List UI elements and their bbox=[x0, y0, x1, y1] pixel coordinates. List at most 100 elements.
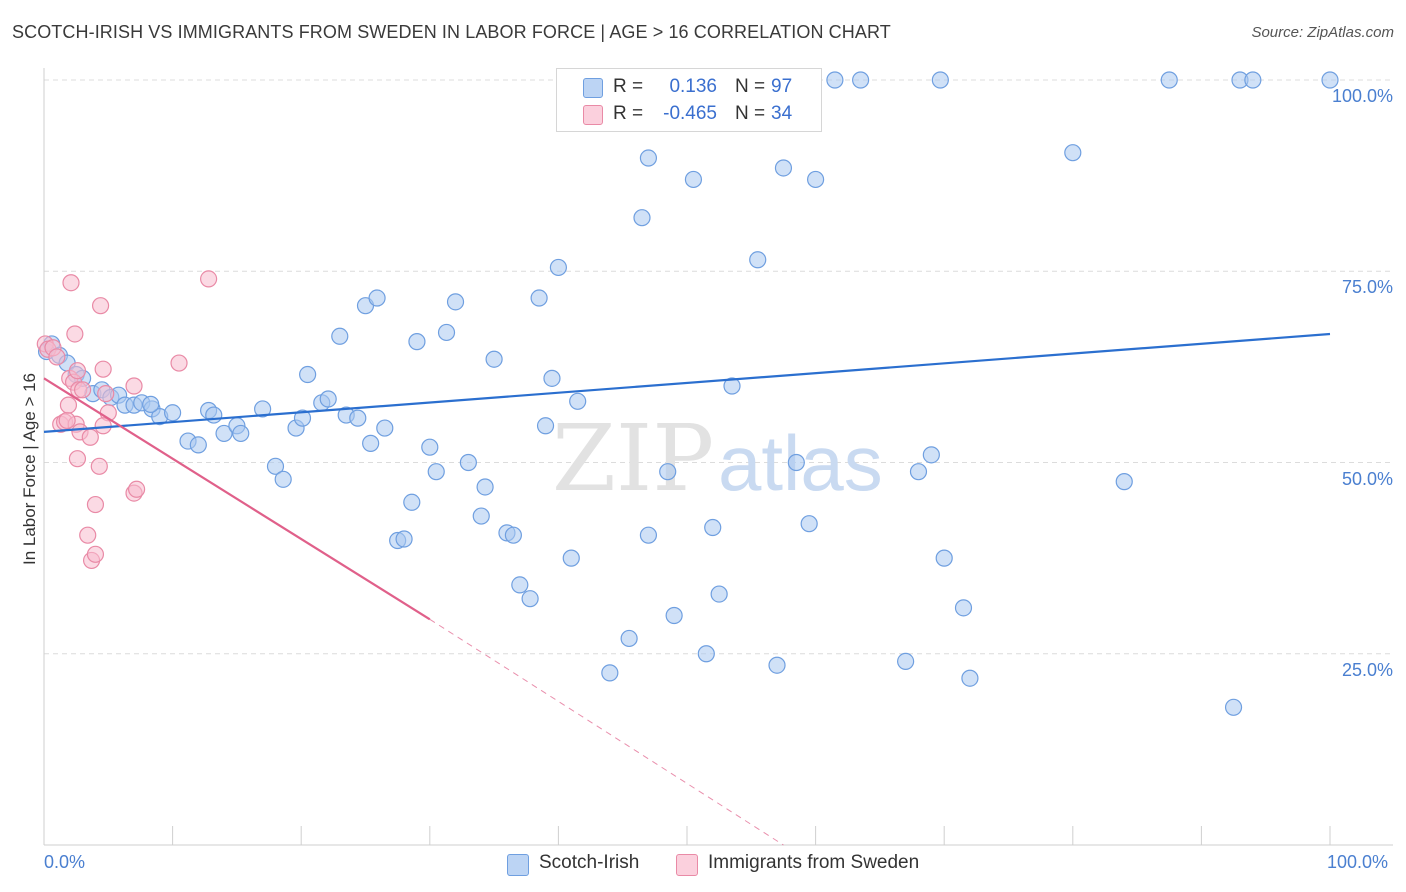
data-point bbox=[639, 526, 658, 544]
data-point bbox=[266, 457, 285, 475]
data-point bbox=[852, 71, 870, 89]
stats-legend-row-scotch-irish: R = 0.136 N = 97 bbox=[557, 73, 821, 101]
data-point bbox=[274, 470, 292, 488]
legend-swatch-pink bbox=[676, 854, 698, 876]
data-point bbox=[86, 545, 105, 563]
watermark-zip: ZIP bbox=[552, 405, 714, 512]
data-point bbox=[73, 381, 92, 399]
data-point bbox=[59, 396, 78, 414]
data-point bbox=[376, 419, 394, 437]
data-point bbox=[476, 478, 494, 496]
data-point bbox=[127, 480, 146, 498]
data-point bbox=[395, 530, 413, 548]
legend-swatch-blue bbox=[583, 78, 603, 98]
data-point bbox=[536, 417, 555, 435]
data-point bbox=[1160, 71, 1178, 89]
data-point bbox=[299, 365, 317, 384]
data-point bbox=[909, 463, 928, 481]
data-point bbox=[897, 652, 915, 671]
data-point bbox=[319, 390, 337, 408]
data-point bbox=[97, 385, 115, 403]
data-point bbox=[543, 369, 561, 387]
data-point bbox=[48, 348, 66, 366]
data-point bbox=[1244, 71, 1262, 89]
legend-r-label: R = bbox=[613, 103, 644, 124]
data-point bbox=[459, 453, 477, 472]
data-point bbox=[639, 149, 658, 167]
data-point bbox=[254, 400, 272, 418]
data-point bbox=[787, 453, 805, 472]
data-point bbox=[94, 417, 112, 435]
data-point bbox=[935, 549, 953, 567]
grid-lines bbox=[44, 79, 1393, 655]
stats-legend: R = 0.136 N = 97 R = -0.465 N = 34 bbox=[556, 68, 822, 132]
data-point bbox=[331, 327, 349, 345]
data-point bbox=[620, 629, 638, 648]
x-tick-label-min: 0.0% bbox=[44, 852, 86, 872]
data-point bbox=[511, 576, 529, 594]
data-point bbox=[569, 392, 587, 410]
trend-line-immigrants-from-sweden bbox=[43, 377, 431, 621]
data-point bbox=[94, 360, 112, 378]
data-point bbox=[446, 293, 465, 311]
legend-label: Immigrants from Sweden bbox=[708, 852, 920, 873]
data-point bbox=[68, 362, 87, 380]
data-point bbox=[954, 599, 973, 617]
data-point bbox=[68, 450, 87, 468]
trend-line-extension-dashed bbox=[429, 618, 784, 846]
data-point bbox=[58, 411, 76, 430]
legend-r-label: R = bbox=[613, 76, 644, 97]
data-point bbox=[232, 424, 250, 443]
data-point bbox=[549, 258, 568, 277]
data-point bbox=[421, 438, 439, 456]
stats-legend-row-immigrants-from-sweden: R = -0.465 N = 34 bbox=[557, 100, 821, 128]
legend-label: Scotch-Irish bbox=[539, 852, 640, 873]
data-point bbox=[164, 404, 182, 422]
legend-r-value: -0.465 bbox=[663, 103, 717, 124]
data-point bbox=[79, 526, 97, 544]
legend-swatch-blue bbox=[507, 854, 529, 876]
data-point bbox=[800, 515, 818, 533]
data-point bbox=[408, 333, 426, 351]
trend-line-scotch-irish bbox=[43, 332, 1331, 433]
data-point bbox=[81, 428, 99, 446]
data-point bbox=[362, 434, 380, 452]
data-point bbox=[710, 585, 728, 603]
data-point bbox=[806, 170, 825, 189]
y-tick-label: 50.0% bbox=[1341, 468, 1393, 489]
y-axis-label: In Labor Force | Age > 16 bbox=[20, 372, 39, 565]
data-point bbox=[659, 463, 677, 481]
data-point bbox=[665, 606, 683, 625]
data-point bbox=[66, 325, 84, 343]
series-immigrants-from-sweden bbox=[36, 270, 218, 570]
data-point bbox=[62, 274, 80, 292]
data-point bbox=[1321, 71, 1339, 89]
data-point bbox=[601, 664, 619, 682]
data-point bbox=[774, 159, 793, 177]
data-point bbox=[704, 518, 722, 537]
data-point bbox=[472, 507, 490, 525]
source-credit: Source: ZipAtlas.com bbox=[1251, 24, 1394, 41]
data-point bbox=[437, 323, 456, 342]
data-point bbox=[1115, 473, 1133, 491]
data-point bbox=[1064, 144, 1082, 162]
data-point bbox=[215, 424, 233, 443]
series-scotch-irish bbox=[37, 71, 1339, 716]
data-point bbox=[349, 409, 367, 427]
legend-swatch-pink bbox=[583, 105, 603, 125]
data-point bbox=[205, 406, 223, 424]
trend-lines bbox=[43, 332, 1331, 846]
data-point bbox=[200, 270, 218, 288]
data-point bbox=[427, 463, 445, 481]
data-point bbox=[90, 457, 108, 475]
data-point bbox=[697, 645, 715, 663]
data-point bbox=[142, 395, 160, 413]
watermark: ZIP atlas bbox=[552, 405, 883, 512]
data-point bbox=[723, 377, 741, 395]
data-point bbox=[768, 656, 786, 674]
y-tick-label: 75.0% bbox=[1341, 277, 1393, 298]
x-tick-label-max: 100.0% bbox=[1327, 852, 1389, 872]
y-tick-label: 100.0% bbox=[1331, 86, 1393, 106]
data-point bbox=[684, 170, 703, 189]
